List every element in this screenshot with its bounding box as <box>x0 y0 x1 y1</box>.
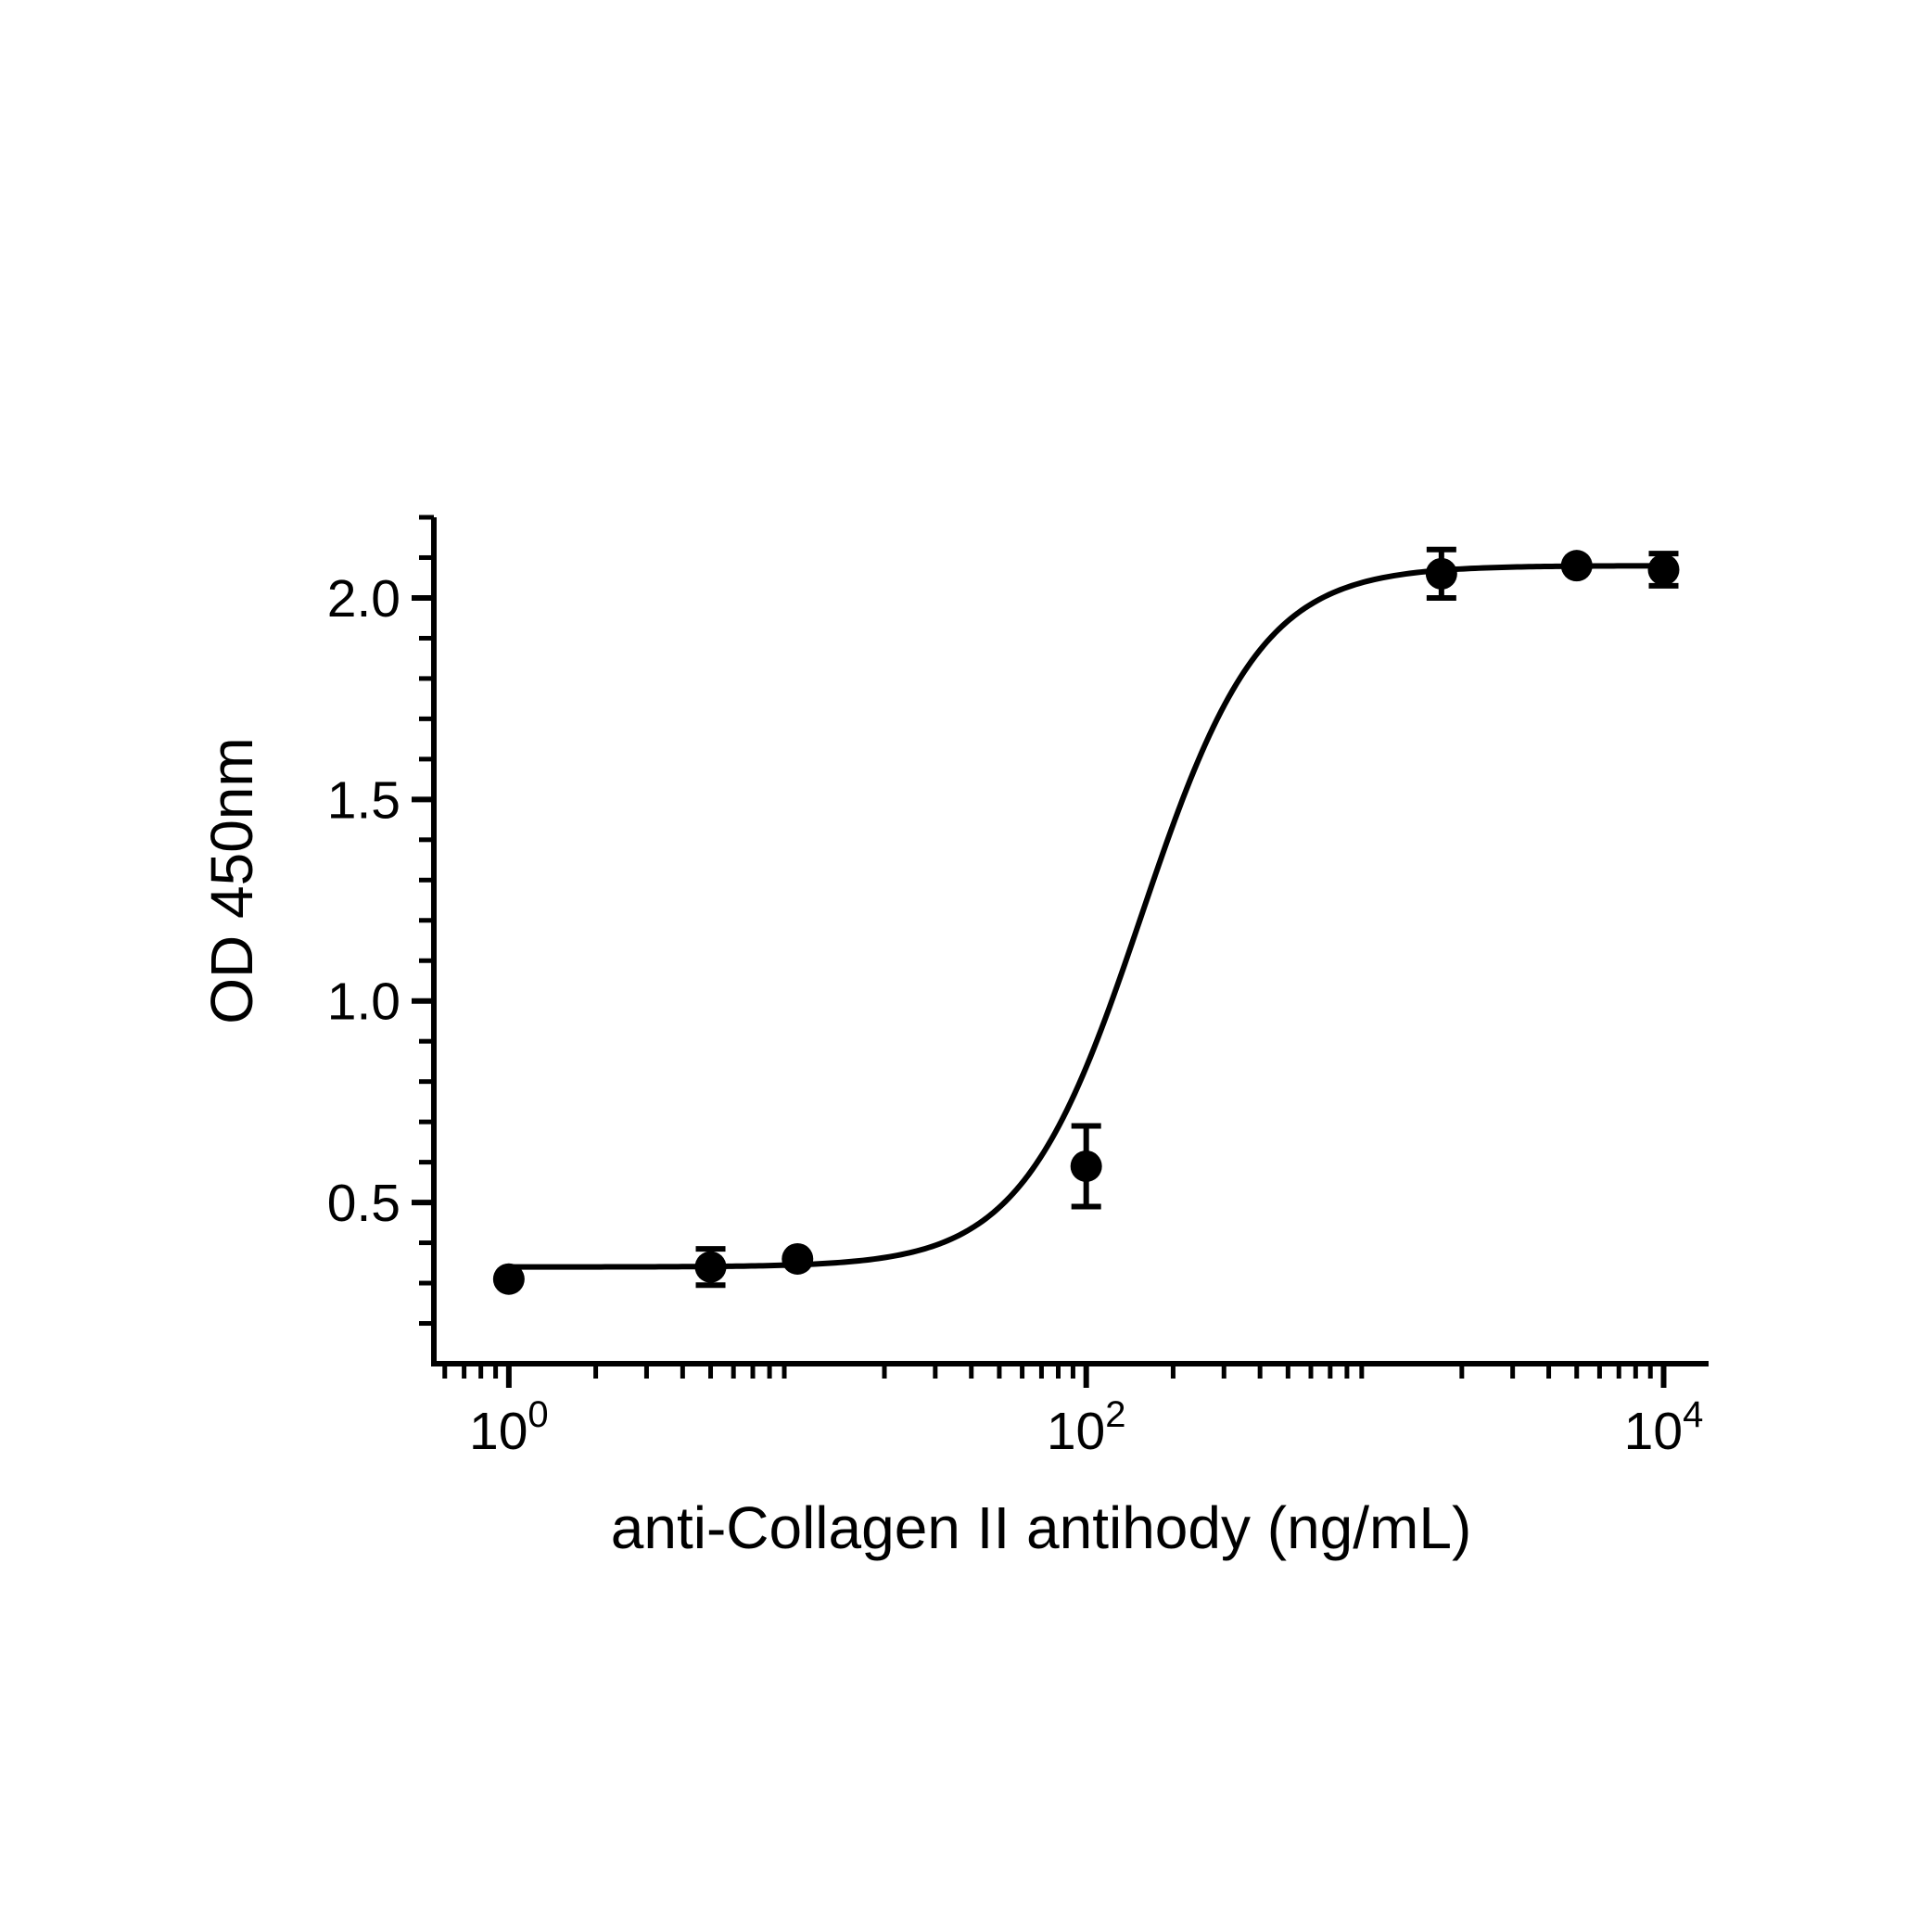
data-point <box>1647 553 1680 586</box>
x-tick-label: 104 <box>1624 1394 1704 1461</box>
y-axis-ticks: 0.5 1.0 1.5 2.0 <box>327 515 434 1327</box>
data-points <box>492 546 1680 1295</box>
y-axis-label: OD 450nm <box>198 737 265 1023</box>
x-tick-label: 100 <box>469 1394 549 1461</box>
y-tick-label: 2.0 <box>327 569 400 629</box>
x-tick-label: 102 <box>1047 1394 1126 1461</box>
data-point <box>1070 1150 1102 1182</box>
x-axis-ticks: 100 102 104 <box>442 1364 1704 1461</box>
data-point <box>492 1263 525 1295</box>
data-point <box>1425 557 1457 590</box>
axes <box>431 517 1709 1366</box>
y-tick-label: 1.5 <box>327 770 400 830</box>
y-tick-label: 0.5 <box>327 1174 400 1233</box>
x-axis-label: anti-Collagen II antihody (ng/mL) <box>611 1494 1472 1561</box>
y-tick-label: 1.0 <box>327 972 400 1032</box>
data-point <box>1560 550 1593 582</box>
data-point <box>694 1251 727 1283</box>
data-point <box>782 1242 814 1275</box>
